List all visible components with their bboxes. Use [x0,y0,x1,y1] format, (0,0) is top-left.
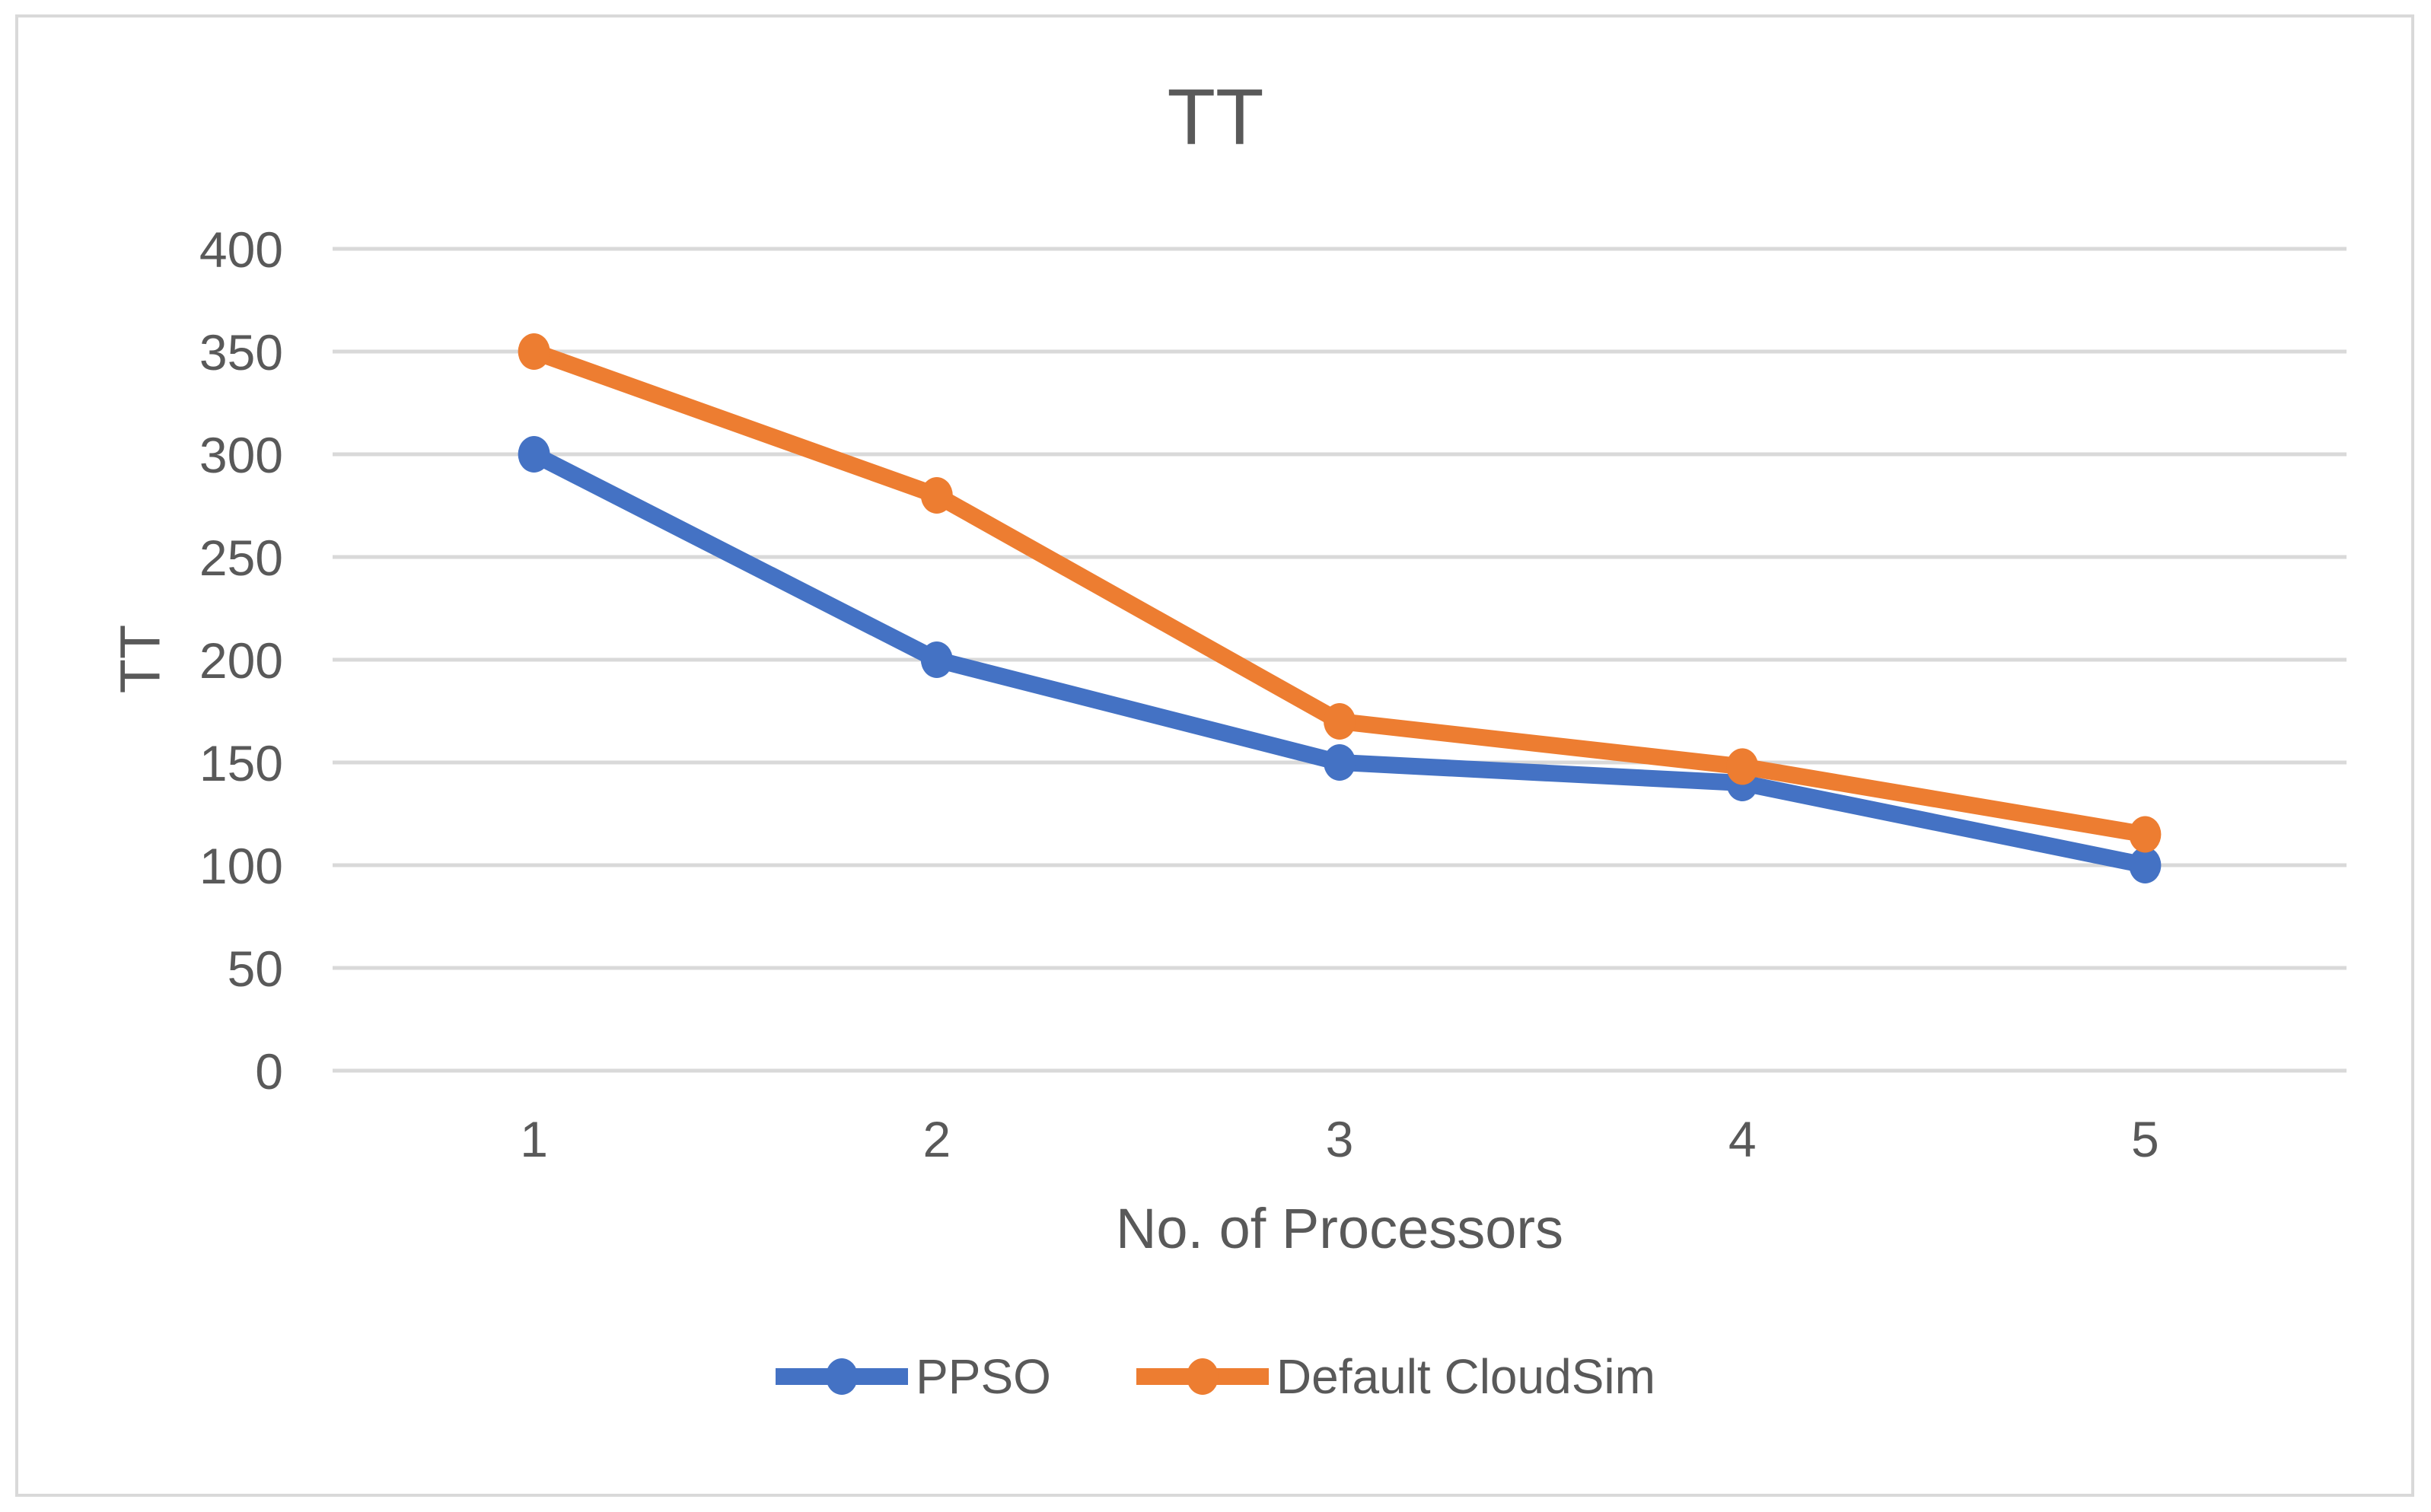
y-tick-label: 150 [199,735,283,791]
legend-item-default-cloudsim: Default CloudSim [1136,1348,1655,1405]
y-tick-label: 400 [199,221,283,278]
y-tick-label: 100 [199,838,283,894]
y-tick-label: 250 [199,530,283,586]
data-point-ppso [1324,744,1356,781]
data-point-default-cloudsim [1324,703,1356,740]
x-tick-label: 1 [520,1111,548,1167]
legend: PPSO Default CloudSim [0,1348,2431,1405]
chart-border [15,14,2414,1497]
y-tick-label: 300 [199,427,283,483]
x-tick-label: 2 [922,1111,951,1167]
data-point-default-cloudsim [518,333,550,370]
y-tick-label: 0 [255,1043,283,1100]
data-point-ppso [518,436,550,473]
legend-marker-icon [776,1358,909,1395]
legend-marker-icon [1136,1358,1269,1395]
y-tick-label: 200 [199,632,283,689]
data-point-default-cloudsim [920,477,953,514]
x-axis-title: No. of Processors [1115,1197,1564,1260]
legend-marker-dot [826,1358,859,1395]
data-point-default-cloudsim [1726,748,1759,785]
legend-label: PPSO [916,1349,1051,1404]
x-tick-label: 3 [1326,1111,1354,1167]
data-point-default-cloudsim [2129,816,2162,853]
data-point-ppso [2129,847,2162,883]
y-tick-label: 50 [228,941,283,997]
chart-title: TT [1167,73,1264,161]
y-tick-label: 350 [199,324,283,380]
y-axis-title: TT [108,624,172,694]
data-point-ppso [920,641,953,678]
x-tick-label: 5 [2131,1111,2159,1167]
x-tick-label: 4 [1728,1111,1757,1167]
legend-item-ppso: PPSO [776,1348,1051,1405]
legend-label: Default CloudSim [1276,1349,1655,1404]
legend-marker-dot [1186,1358,1219,1395]
